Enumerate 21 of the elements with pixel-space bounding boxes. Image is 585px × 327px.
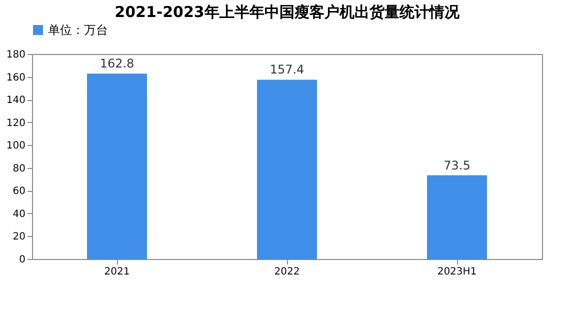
data-label: 157.4 [270,62,304,77]
bar [427,175,487,259]
data-label: 162.8 [100,56,134,71]
bar [257,80,317,259]
y-tick-label: 140 [6,95,26,106]
bar [87,74,147,259]
y-tick-label: 120 [6,118,26,129]
x-tick-label: 2022 [274,266,300,278]
x-tick-label: 2021 [104,266,130,278]
y-tick-label: 60 [12,186,26,198]
y-tick-label: 180 [6,50,26,60]
data-label: 73.5 [444,158,470,172]
legend-label: 单位：万台 [48,23,108,37]
x-tick-label: 2023H1 [437,266,477,278]
y-tick-label: 80 [12,163,26,174]
chart-title: 2021-2023年上半年中国瘦客户机出货量统计情况 [114,3,460,21]
y-tick-label: 160 [6,72,26,84]
y-tick-label: 40 [12,208,26,220]
y-tick-label: 0 [19,254,26,266]
y-tick-label: 100 [6,140,26,152]
y-tick-label: 20 [12,232,26,243]
